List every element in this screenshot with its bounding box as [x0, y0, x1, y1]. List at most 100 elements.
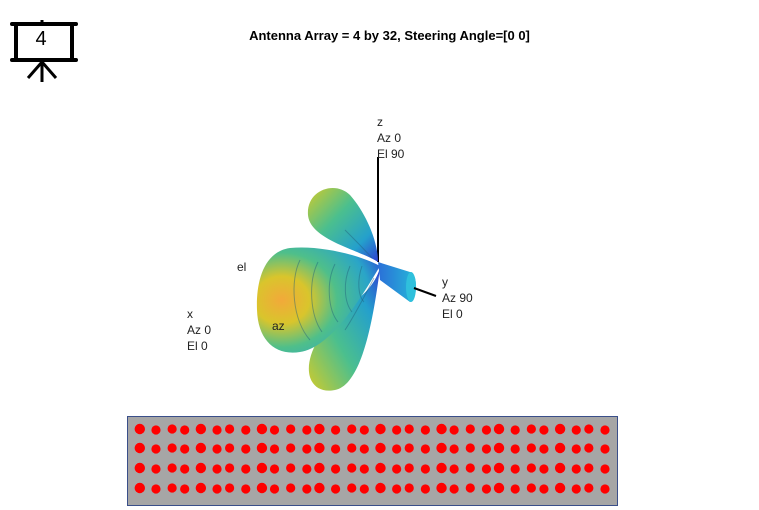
z-label: z — [377, 115, 383, 129]
main-lobe — [256, 247, 380, 353]
array-element — [526, 483, 536, 493]
array-element — [225, 443, 235, 453]
array-element — [493, 462, 505, 474]
array-element — [330, 484, 341, 494]
array-element — [167, 424, 177, 434]
array-element — [314, 482, 325, 494]
array-element — [151, 444, 161, 454]
x-axis-label: x Az 0 El 0 — [187, 306, 211, 354]
array-element — [359, 484, 369, 494]
array-element — [151, 425, 161, 435]
array-element — [584, 443, 594, 453]
array-element — [404, 483, 414, 493]
array-element — [571, 444, 581, 454]
array-element — [571, 464, 581, 474]
z-axis-label: z Az 0 El 90 — [377, 114, 404, 162]
array-element — [392, 484, 402, 494]
array-element — [510, 444, 520, 454]
array-element — [584, 424, 594, 434]
array-element — [241, 484, 251, 494]
array-element — [510, 464, 520, 474]
array-element — [314, 462, 325, 474]
array-elements — [134, 423, 610, 494]
array-element — [404, 424, 414, 434]
array-element — [302, 484, 312, 494]
antenna-array-layout — [127, 416, 618, 506]
plot-title: Antenna Array = 4 by 32, Steering Angle=… — [249, 28, 530, 43]
array-element — [465, 463, 475, 473]
array-element — [449, 464, 459, 474]
radiation-pattern-3d[interactable] — [240, 140, 460, 400]
array-element — [493, 442, 505, 454]
array-element — [420, 464, 430, 474]
presentation-screen-icon — [10, 20, 78, 82]
array-element — [510, 484, 520, 494]
z-el-label: El 90 — [377, 147, 405, 161]
array-element — [481, 484, 492, 494]
upper-lobe — [307, 187, 378, 262]
array-element — [151, 464, 161, 474]
array-element — [134, 442, 145, 454]
array-element — [510, 425, 520, 435]
array-element — [225, 424, 235, 434]
array-element — [539, 425, 549, 435]
array-element — [436, 442, 447, 454]
array-element — [600, 425, 610, 435]
array-element — [225, 483, 235, 493]
array-element — [539, 484, 549, 494]
array-element — [195, 482, 207, 494]
array-element — [359, 425, 369, 435]
array-element — [375, 423, 386, 435]
array-element — [404, 443, 414, 453]
array-element — [195, 423, 207, 435]
array-element — [404, 463, 414, 473]
array-element — [195, 442, 207, 454]
array-element — [539, 464, 549, 474]
array-element — [449, 444, 459, 454]
array-element — [436, 462, 447, 474]
y-az-label: Az 90 — [442, 291, 473, 305]
array-element — [375, 442, 386, 454]
array-element — [180, 484, 190, 494]
lower-lobe — [308, 268, 380, 391]
array-element — [256, 442, 268, 454]
array-element — [600, 444, 610, 454]
array-element — [481, 425, 492, 435]
array-element — [436, 482, 447, 494]
array-element — [134, 482, 145, 494]
x-el-label: El 0 — [187, 339, 208, 353]
array-element — [600, 484, 610, 494]
array-element — [584, 483, 594, 493]
array-element — [493, 482, 505, 494]
array-element — [392, 464, 402, 474]
array-element — [347, 443, 357, 453]
array-element — [269, 425, 280, 435]
y-label: y — [442, 275, 448, 289]
array-element — [449, 425, 459, 435]
array-element — [212, 464, 222, 474]
array-element — [134, 462, 145, 474]
array-element — [269, 464, 280, 474]
array-element — [167, 463, 177, 473]
array-element — [359, 464, 369, 474]
array-element — [539, 444, 549, 454]
array-element — [493, 423, 505, 435]
array-element — [330, 425, 341, 435]
array-element — [269, 484, 280, 494]
array-element — [151, 484, 161, 494]
array-element — [241, 464, 251, 474]
array-element — [554, 423, 566, 435]
array-element — [167, 483, 177, 493]
array-element — [554, 482, 566, 494]
array-element — [526, 443, 536, 453]
array-element — [241, 425, 251, 435]
array-element — [286, 483, 296, 493]
array-element — [286, 424, 296, 434]
y-axis-label: y Az 90 El 0 — [442, 274, 473, 322]
array-element — [212, 484, 222, 494]
array-element — [481, 464, 492, 474]
array-element — [314, 442, 325, 454]
array-element — [420, 425, 430, 435]
y-el-label: El 0 — [442, 307, 463, 321]
lobe-ripples — [293, 229, 375, 341]
